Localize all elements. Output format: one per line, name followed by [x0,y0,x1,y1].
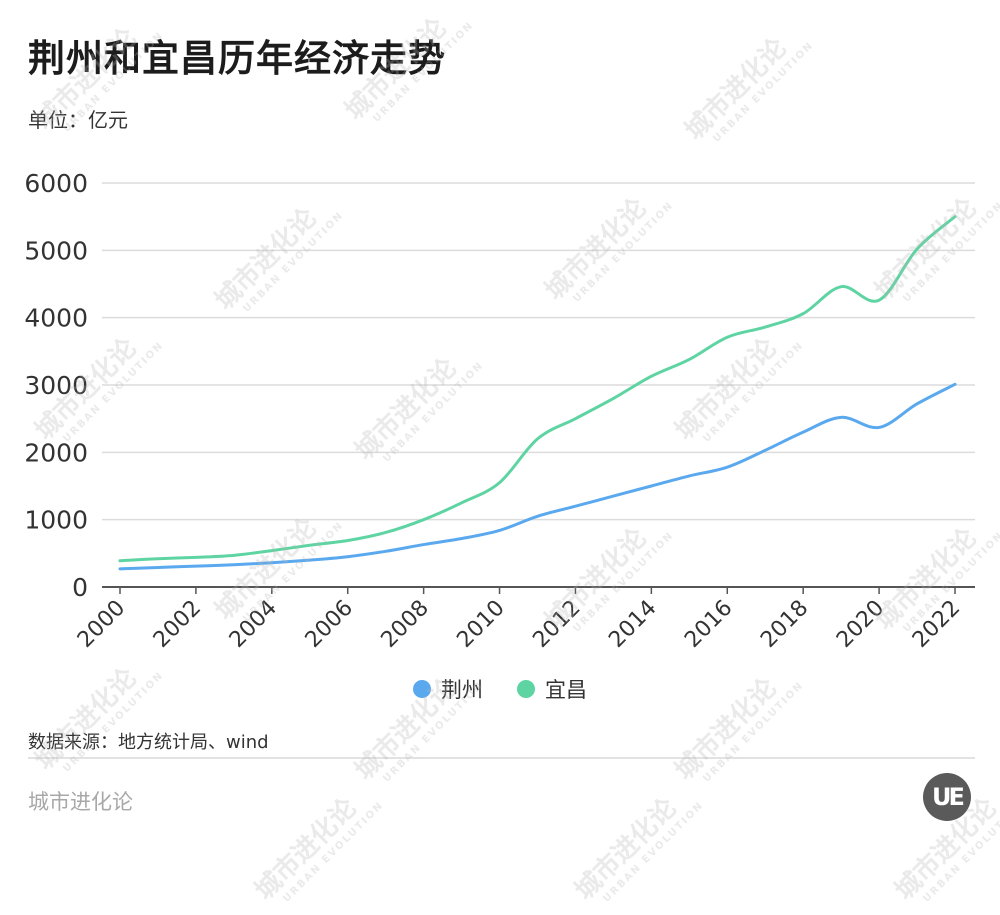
legend-label: 荆州 [441,678,483,702]
brand-logo-icon: UE [923,773,971,821]
legend: 荆州 宜昌 [0,674,1000,704]
legend-label: 宜昌 [545,678,587,702]
svg-text:2000: 2000 [24,438,88,467]
svg-text:2012: 2012 [528,596,585,653]
chart-title: 荆州和宜昌历年经济走势 [28,37,446,80]
svg-text:4000: 4000 [24,304,88,333]
series-lines [118,215,957,571]
svg-text:2020: 2020 [832,596,889,653]
svg-text:3000: 3000 [24,371,88,400]
svg-text:2008: 2008 [377,596,434,653]
x-axis: 2000 2002 2004 2006 2008 2010 2012 2014 2016 2018… [73,586,975,653]
data-source: 数据来源：地方统计局、wind [28,732,269,753]
svg-text:2002: 2002 [149,596,206,653]
watermark: 城市进化论 URBAN EVOLUTION [249,792,387,907]
unit-label: 单位：亿元 [28,108,128,132]
legend-dot-icon [413,680,431,698]
svg-text:2014: 2014 [604,596,661,653]
svg-text:2016: 2016 [680,596,737,653]
svg-text:2004: 2004 [225,596,282,653]
legend-dot-icon [517,680,535,698]
svg-text:1000: 1000 [24,506,88,535]
grid-lines [102,182,975,521]
legend-item-jingzhou[interactable]: 荆州 [413,674,483,704]
svg-text:5000: 5000 [24,236,88,265]
svg-text:2022: 2022 [908,596,965,653]
svg-text:6000: 6000 [24,169,88,198]
brand-name: 城市进化论 [28,790,133,814]
svg-text:2018: 2018 [756,596,813,653]
legend-item-yichang[interactable]: 宜昌 [517,674,587,704]
watermark: 城市进化论 URBAN EVOLUTION [569,792,707,907]
y-axis: 0 1000 2000 3000 4000 5000 6000 [24,169,88,602]
divider [28,757,975,759]
svg-text:2010: 2010 [453,596,510,653]
svg-text:0: 0 [72,573,88,602]
svg-text:2006: 2006 [301,596,358,653]
svg-text:2000: 2000 [73,596,130,653]
